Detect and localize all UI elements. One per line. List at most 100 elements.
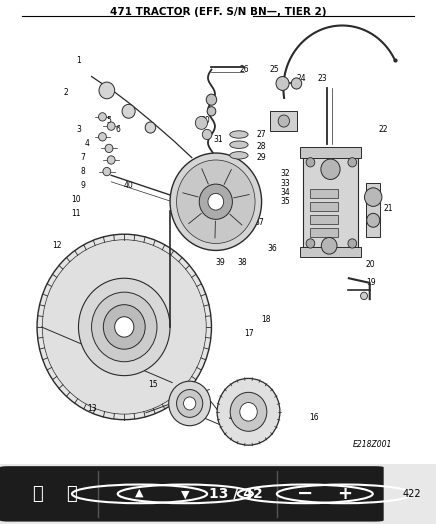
Circle shape	[115, 316, 134, 337]
Circle shape	[78, 278, 170, 376]
Text: 40: 40	[124, 181, 133, 190]
Circle shape	[217, 378, 280, 445]
Text: 39: 39	[215, 257, 225, 267]
Bar	[310, 215, 338, 224]
Text: 23: 23	[318, 74, 327, 83]
Text: 25: 25	[270, 65, 279, 74]
Text: 35: 35	[281, 197, 290, 206]
Text: −: −	[297, 484, 313, 504]
Text: 30: 30	[200, 116, 210, 125]
Text: 22: 22	[379, 125, 388, 134]
Circle shape	[199, 184, 232, 220]
Circle shape	[321, 159, 340, 179]
Text: 27: 27	[257, 130, 266, 139]
Circle shape	[184, 397, 196, 410]
Circle shape	[240, 402, 257, 421]
Text: 21: 21	[383, 204, 393, 213]
Text: 24: 24	[296, 74, 306, 83]
Circle shape	[206, 94, 217, 105]
Circle shape	[170, 153, 262, 250]
Text: +: +	[337, 485, 352, 503]
Circle shape	[278, 115, 290, 127]
Text: 13 / 42: 13 / 42	[208, 487, 262, 501]
Ellipse shape	[230, 151, 248, 159]
Bar	[300, 147, 361, 158]
Text: 17: 17	[244, 330, 253, 339]
Bar	[303, 155, 358, 250]
Text: 19: 19	[366, 278, 375, 287]
Circle shape	[122, 104, 135, 118]
Circle shape	[99, 113, 106, 121]
Circle shape	[321, 237, 337, 254]
Text: 14: 14	[187, 413, 197, 422]
Text: 28: 28	[257, 141, 266, 150]
Text: 32: 32	[281, 169, 290, 178]
Circle shape	[276, 77, 289, 91]
Circle shape	[306, 158, 315, 167]
Text: 26: 26	[239, 65, 249, 74]
Circle shape	[207, 107, 216, 116]
Circle shape	[291, 78, 302, 89]
Circle shape	[367, 213, 380, 227]
Text: 20: 20	[366, 260, 375, 269]
Text: 18: 18	[261, 315, 271, 324]
Circle shape	[103, 304, 145, 349]
Circle shape	[364, 188, 382, 206]
Circle shape	[145, 122, 156, 133]
Text: ⎙: ⎙	[67, 485, 77, 503]
Text: 9: 9	[80, 181, 85, 190]
Text: 15: 15	[148, 380, 157, 389]
Circle shape	[230, 392, 267, 431]
Circle shape	[103, 167, 111, 176]
Text: ⎗: ⎗	[32, 485, 42, 503]
Text: 11: 11	[72, 209, 81, 218]
Text: 4: 4	[85, 139, 90, 148]
Circle shape	[306, 239, 315, 248]
Text: 16: 16	[309, 413, 319, 422]
Text: 33: 33	[281, 179, 290, 188]
Text: 2: 2	[63, 88, 68, 97]
Text: 13: 13	[87, 403, 96, 412]
Bar	[366, 183, 380, 236]
Text: ▼: ▼	[181, 490, 190, 500]
Bar	[270, 111, 297, 131]
Text: 7: 7	[80, 153, 85, 162]
Circle shape	[177, 389, 203, 417]
Bar	[310, 228, 338, 236]
Text: 5: 5	[106, 116, 112, 125]
Text: 34: 34	[281, 188, 290, 197]
Text: 471 TRACTOR (EFF. S/N BN—, TIER 2): 471 TRACTOR (EFF. S/N BN—, TIER 2)	[110, 7, 326, 17]
Circle shape	[92, 292, 157, 362]
Bar	[310, 202, 338, 211]
Text: 1: 1	[76, 56, 81, 65]
Text: 10: 10	[72, 195, 81, 204]
Circle shape	[202, 129, 212, 139]
Circle shape	[348, 158, 357, 167]
Circle shape	[177, 160, 255, 244]
Text: 31: 31	[213, 135, 223, 144]
Circle shape	[361, 292, 368, 300]
Ellipse shape	[230, 141, 248, 148]
Circle shape	[348, 239, 357, 248]
Bar	[310, 189, 338, 198]
Text: 422: 422	[402, 489, 421, 499]
Text: 36: 36	[268, 244, 277, 253]
Circle shape	[169, 381, 211, 425]
Text: 37: 37	[255, 218, 264, 227]
FancyBboxPatch shape	[0, 466, 384, 521]
Circle shape	[107, 122, 115, 130]
Text: 8: 8	[81, 167, 85, 176]
Text: 12: 12	[52, 241, 61, 250]
Bar	[300, 247, 361, 257]
Circle shape	[99, 133, 106, 141]
Circle shape	[195, 116, 208, 129]
Text: 29: 29	[257, 153, 266, 162]
Circle shape	[105, 144, 113, 152]
Circle shape	[42, 240, 206, 414]
Text: 38: 38	[237, 257, 247, 267]
Text: 3: 3	[76, 125, 81, 134]
Circle shape	[37, 234, 211, 420]
Circle shape	[99, 82, 115, 99]
Ellipse shape	[230, 131, 248, 138]
Text: 6: 6	[115, 125, 120, 134]
